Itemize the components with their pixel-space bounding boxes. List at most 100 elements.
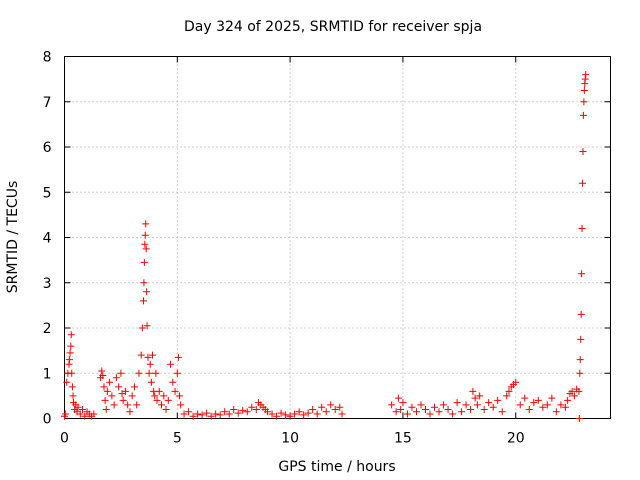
data-point (169, 378, 177, 386)
data-point (174, 353, 182, 361)
data-point (198, 411, 206, 419)
data-point (462, 401, 470, 409)
data-point (234, 409, 242, 417)
x-tick-label: 15 (394, 431, 412, 447)
data-point (473, 401, 481, 409)
data-point (295, 408, 303, 416)
data-point (543, 401, 551, 409)
chart-title: Day 324 of 2025, SRMTID for receiver spj… (184, 19, 482, 35)
y-tick-label: 1 (43, 366, 52, 382)
data-point (248, 403, 256, 411)
data-point (579, 179, 587, 187)
data-point (126, 408, 134, 416)
data-point (194, 410, 202, 418)
data-point (471, 394, 479, 402)
data-point (137, 351, 145, 359)
data-point (66, 349, 74, 357)
y-tick-label: 0 (43, 412, 52, 428)
data-point (534, 396, 542, 404)
data-point (180, 410, 188, 418)
data-point (539, 403, 547, 411)
data-point (494, 396, 502, 404)
y-axis-label: SRMTID / TECUs (5, 181, 21, 294)
data-point (68, 383, 76, 391)
data-point (300, 411, 308, 419)
data-point (421, 405, 429, 413)
data-point (417, 401, 425, 409)
data-point (142, 245, 150, 253)
data-point (145, 369, 153, 377)
data-point (579, 111, 587, 119)
data-point (485, 399, 493, 407)
data-point (530, 399, 538, 407)
data-point (431, 403, 439, 411)
data-point (388, 401, 396, 409)
data-point (392, 408, 400, 416)
x-tick-label: 10 (281, 431, 299, 447)
y-tick-label: 2 (43, 321, 52, 337)
data-point (579, 148, 587, 156)
data-point (147, 378, 155, 386)
data-point (106, 378, 114, 386)
y-tick-label: 8 (43, 50, 52, 66)
data-point (162, 405, 170, 413)
data-point (133, 401, 141, 409)
data-point (176, 392, 184, 400)
data-point (160, 392, 168, 400)
data-point (503, 392, 511, 400)
data-point (331, 405, 339, 413)
data-point (304, 409, 312, 417)
x-axis-label: GPS time / hours (278, 459, 395, 475)
data-point (578, 224, 586, 232)
data-point (67, 331, 75, 339)
data-point (101, 396, 109, 404)
data-point (65, 356, 73, 364)
x-tick-label: 20 (507, 431, 525, 447)
data-point (336, 403, 344, 411)
data-point (143, 322, 151, 330)
data-point (440, 401, 448, 409)
data-point (557, 401, 565, 409)
data-point (152, 369, 160, 377)
data-point (313, 410, 321, 418)
data-point (141, 231, 149, 239)
data-point (512, 378, 520, 386)
data-point (117, 369, 125, 377)
data-point (76, 410, 84, 418)
data-point (128, 392, 136, 400)
data-point (291, 410, 299, 418)
data-point (570, 392, 578, 400)
data-point (140, 258, 148, 266)
data-point (476, 392, 484, 400)
y-tick-label: 6 (43, 140, 52, 156)
data-point (98, 367, 106, 375)
data-point (277, 409, 285, 417)
data-point (282, 411, 290, 419)
y-tick-label: 5 (43, 185, 52, 201)
data-point (142, 220, 150, 228)
data-point (580, 86, 588, 94)
data-point (146, 360, 154, 368)
data-point (185, 408, 193, 416)
data-point (139, 297, 147, 305)
data-point (273, 412, 281, 420)
data-point (112, 374, 120, 382)
data-point (309, 405, 317, 413)
data-point (327, 401, 335, 409)
data-point (144, 353, 152, 361)
data-point (151, 392, 159, 400)
x-tick-label: 5 (173, 431, 182, 447)
data-point (394, 394, 402, 402)
data-point (90, 410, 98, 418)
data-point (498, 408, 506, 416)
data-point (480, 405, 488, 413)
data-point (580, 98, 588, 106)
data-point (230, 405, 238, 413)
data-point (225, 410, 233, 418)
data-point (458, 408, 466, 416)
data-point (103, 387, 111, 395)
data-point (79, 405, 87, 413)
data-point (577, 310, 585, 318)
data-point (449, 410, 457, 418)
data-point (140, 279, 148, 287)
